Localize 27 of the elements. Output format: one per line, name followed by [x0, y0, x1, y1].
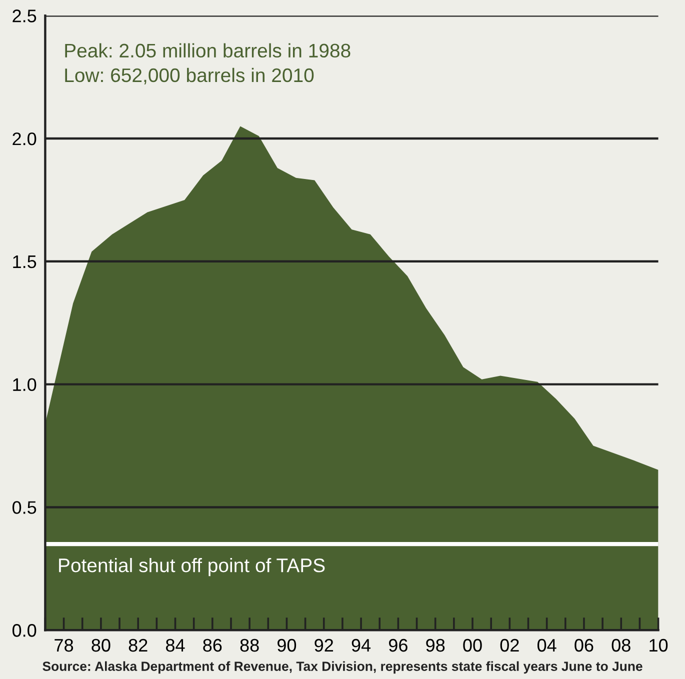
x-tick-label: 80 [92, 638, 110, 652]
x-tick-label: 82 [128, 638, 148, 652]
y-tick-label: 2.0 [12, 132, 36, 146]
x-tick-label: 86 [203, 638, 222, 652]
x-tick-label: 90 [278, 638, 296, 652]
x-tick-label: 98 [426, 638, 445, 652]
x-tick-label: 88 [240, 638, 259, 652]
x-tick-label: 02 [500, 638, 519, 652]
y-tick-label: 2.5 [12, 10, 36, 22]
x-tick-label: 96 [389, 638, 408, 652]
x-tick-label: 94 [352, 638, 371, 652]
ref-line-label: Potential shut off point of TAPS [59, 558, 325, 576]
x-tick-label: 08 [612, 638, 630, 652]
x-tick-label: 92 [314, 638, 334, 652]
y-tick-label: 1.5 [13, 256, 36, 268]
source-note: Source: Alaska Department of Revenue, Tax Division, represents state fiscal years June to June [42, 661, 642, 674]
x-tick-label: 84 [166, 638, 185, 652]
y-tick-label: 0.5 [12, 501, 36, 514]
x-tick-label: 10 [650, 638, 668, 652]
x-tick-label: 06 [574, 638, 594, 652]
x-tick-label: 00 [463, 638, 482, 652]
x-tick-label: 04 [537, 638, 556, 652]
annotation: Peak: 2.05 million barrels in 1988 [65, 43, 350, 58]
y-tick-label: 1.0 [13, 378, 36, 392]
annotation: Low: 652,000 barrels in 2010 [65, 68, 314, 84]
x-tick-label: 78 [54, 638, 74, 652]
y-tick-label: 0.0 [12, 624, 36, 637]
